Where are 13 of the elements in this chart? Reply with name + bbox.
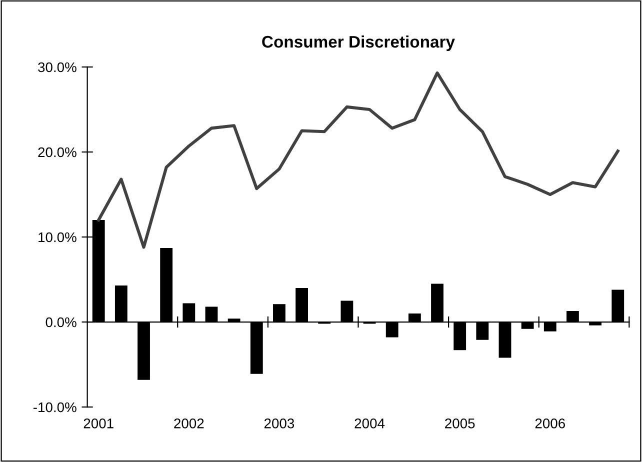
x-tick-label: 2006 [535,418,565,428]
y-tick-label: 30.0% [38,62,76,72]
y-tick-label: 0.0% [46,317,76,328]
x-tick-label: 2005 [445,418,475,428]
x-tick-label: 2004 [354,418,385,428]
y-tick-label: 20.0% [38,147,76,158]
x-tick-label: 2003 [264,418,294,428]
x-tick-label: 2001 [84,418,114,428]
line-series [97,71,620,249]
y-tick-label: -10.0% [34,402,76,412]
chart-title: Consumer Discretionary [262,35,455,52]
x-tick-label: 2002 [174,418,204,428]
y-tick-label: 10.0% [38,232,76,242]
